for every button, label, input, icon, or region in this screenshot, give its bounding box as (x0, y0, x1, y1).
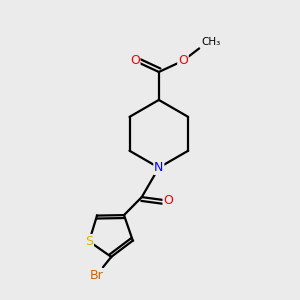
Text: O: O (163, 194, 173, 207)
Text: O: O (178, 54, 188, 67)
Text: S: S (85, 235, 93, 248)
Text: O: O (130, 54, 140, 67)
Text: N: N (154, 161, 164, 174)
Text: CH₃: CH₃ (202, 37, 221, 47)
Text: Br: Br (89, 269, 103, 282)
